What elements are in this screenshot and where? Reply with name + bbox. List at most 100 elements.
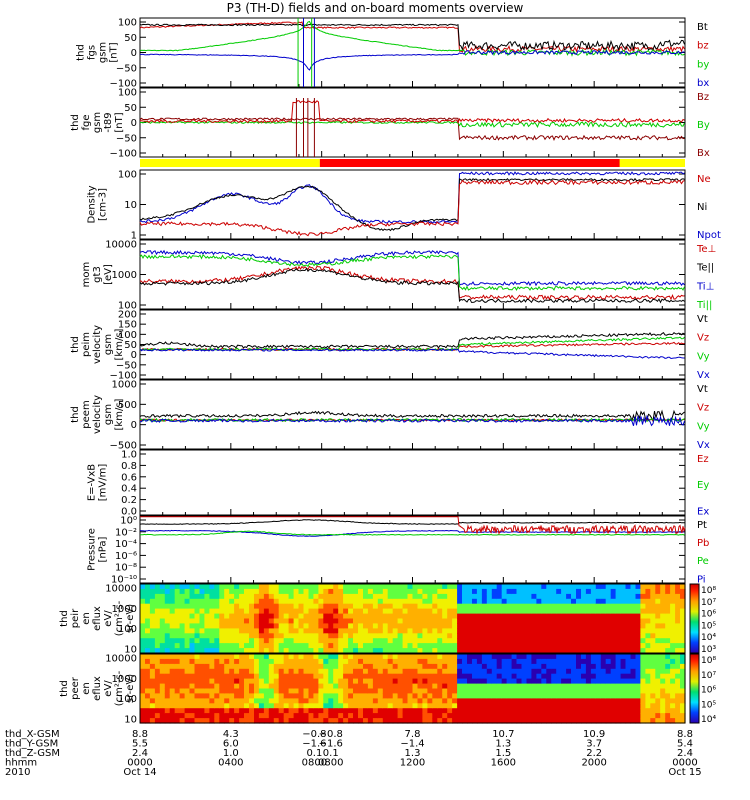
spectrogram-cell [566, 698, 572, 704]
y-axis-label: Density [87, 185, 98, 223]
spectrogram-cell [442, 638, 448, 644]
y-axis-label: velocity [92, 395, 103, 434]
spectrogram-cell [159, 654, 166, 660]
spectrogram-cell [462, 603, 468, 610]
spectrogram-cell [556, 648, 562, 654]
spectrogram-cell [665, 638, 671, 644]
spectrogram-cell [437, 663, 443, 670]
series-bt [139, 23, 685, 52]
spectrogram-cell [521, 693, 528, 699]
spectrogram-cell [506, 698, 513, 704]
spectrogram-cell [506, 613, 513, 620]
spectrogram-cell [432, 648, 438, 654]
spectrogram-cell [437, 618, 443, 624]
spectrogram-cell [229, 633, 235, 639]
spectrogram-cell [660, 628, 666, 634]
spectrogram-cell [625, 584, 632, 590]
y-axis-label: [nT] [114, 112, 125, 132]
spectrogram-cell [566, 598, 572, 605]
spectrogram-cell [442, 668, 448, 675]
spectrogram-cell [432, 703, 438, 709]
spectrogram-cell [605, 648, 612, 654]
spectrogram-cell [462, 683, 468, 690]
spectrogram-cell [363, 703, 369, 709]
spectrogram-cell [600, 593, 607, 600]
spectrogram-cell [254, 673, 260, 680]
spectrogram-cell [179, 638, 186, 644]
spectrogram-cell [541, 638, 547, 644]
spectrogram-cell [268, 608, 275, 615]
spectrogram-cell [268, 688, 275, 694]
spectrogram-cell [268, 593, 275, 600]
spectrogram-cell [457, 663, 463, 670]
spectrogram-cell [566, 654, 572, 660]
colorbar-label: 10⁶ [701, 686, 716, 696]
spectrogram-cell [650, 673, 656, 680]
spectrogram-cell [610, 648, 617, 654]
spectrogram-cell [402, 618, 409, 624]
spectrogram-cell [219, 663, 225, 670]
spectrogram-cell [590, 663, 597, 670]
spectrogram-cell [298, 584, 305, 590]
spectrogram-cell [140, 693, 146, 699]
spectrogram-cell [219, 603, 225, 610]
spectrogram-cell [278, 654, 285, 660]
spectrogram-cell [467, 623, 473, 629]
spectrogram-cell [234, 668, 240, 675]
spectrogram-cell [536, 618, 542, 624]
spectrogram-cell [254, 613, 260, 620]
spectrogram-cell [675, 673, 681, 680]
spectrogram-cell [635, 623, 642, 629]
spectrogram-cell [600, 648, 607, 654]
spectrogram-cell [595, 718, 602, 724]
spectrogram-cell [353, 683, 359, 690]
spectrogram-cell [556, 713, 562, 719]
spectrogram-cell [680, 663, 686, 670]
spectrogram-cell [363, 623, 369, 629]
spectrogram-cell [397, 603, 404, 610]
spectrogram-cell [159, 593, 166, 600]
spectrogram-cell [358, 663, 364, 670]
spectrogram-cell [288, 584, 295, 590]
series-bz [139, 117, 685, 141]
spectrogram-cell [313, 603, 319, 610]
spectrogram-cell [293, 678, 300, 685]
spectrogram-cell [576, 618, 582, 624]
spectrogram-cell [273, 643, 280, 649]
spectrogram-cell [566, 633, 572, 639]
spectrogram-cell [615, 668, 622, 675]
spectrogram-cell [179, 603, 186, 610]
spectrogram-cell [595, 643, 602, 649]
spectrogram-cell [422, 654, 428, 660]
spectrogram-cell [640, 693, 646, 699]
spectrogram-cell [278, 663, 285, 670]
spectrogram-cell [447, 673, 453, 680]
x-row-value: 3.7 [586, 739, 602, 750]
spectrogram-cell [303, 713, 310, 719]
spectrogram-cell [546, 658, 552, 665]
spectrogram-cell [541, 713, 547, 719]
spectrogram-cell [164, 623, 171, 629]
spectrogram-cell [288, 658, 295, 665]
spectrogram-cell [462, 713, 468, 719]
spectrogram-cell [620, 708, 627, 714]
spectrogram-cell [452, 603, 458, 610]
spectrogram-cell [184, 593, 191, 600]
spectrogram-cell [551, 708, 557, 714]
spectrogram-cell [635, 683, 642, 690]
spectrogram-cell [303, 698, 310, 704]
spectrogram-cell [551, 683, 557, 690]
spectrogram-cell [308, 673, 315, 680]
spectrogram-cell [308, 584, 315, 590]
spectrogram-cell [462, 678, 468, 685]
spectrogram-cell [209, 588, 215, 595]
spectrogram-cell [140, 713, 146, 719]
spectrogram-cell [680, 618, 686, 624]
spectrogram-cell [377, 688, 384, 694]
spectrogram-cell [640, 658, 646, 665]
spectrogram-cell [303, 703, 310, 709]
spectrogram-cell [358, 703, 364, 709]
spectrogram-cell [452, 613, 458, 620]
spectrogram-cell [159, 718, 166, 724]
x-row-value: −1.6 [302, 739, 326, 750]
